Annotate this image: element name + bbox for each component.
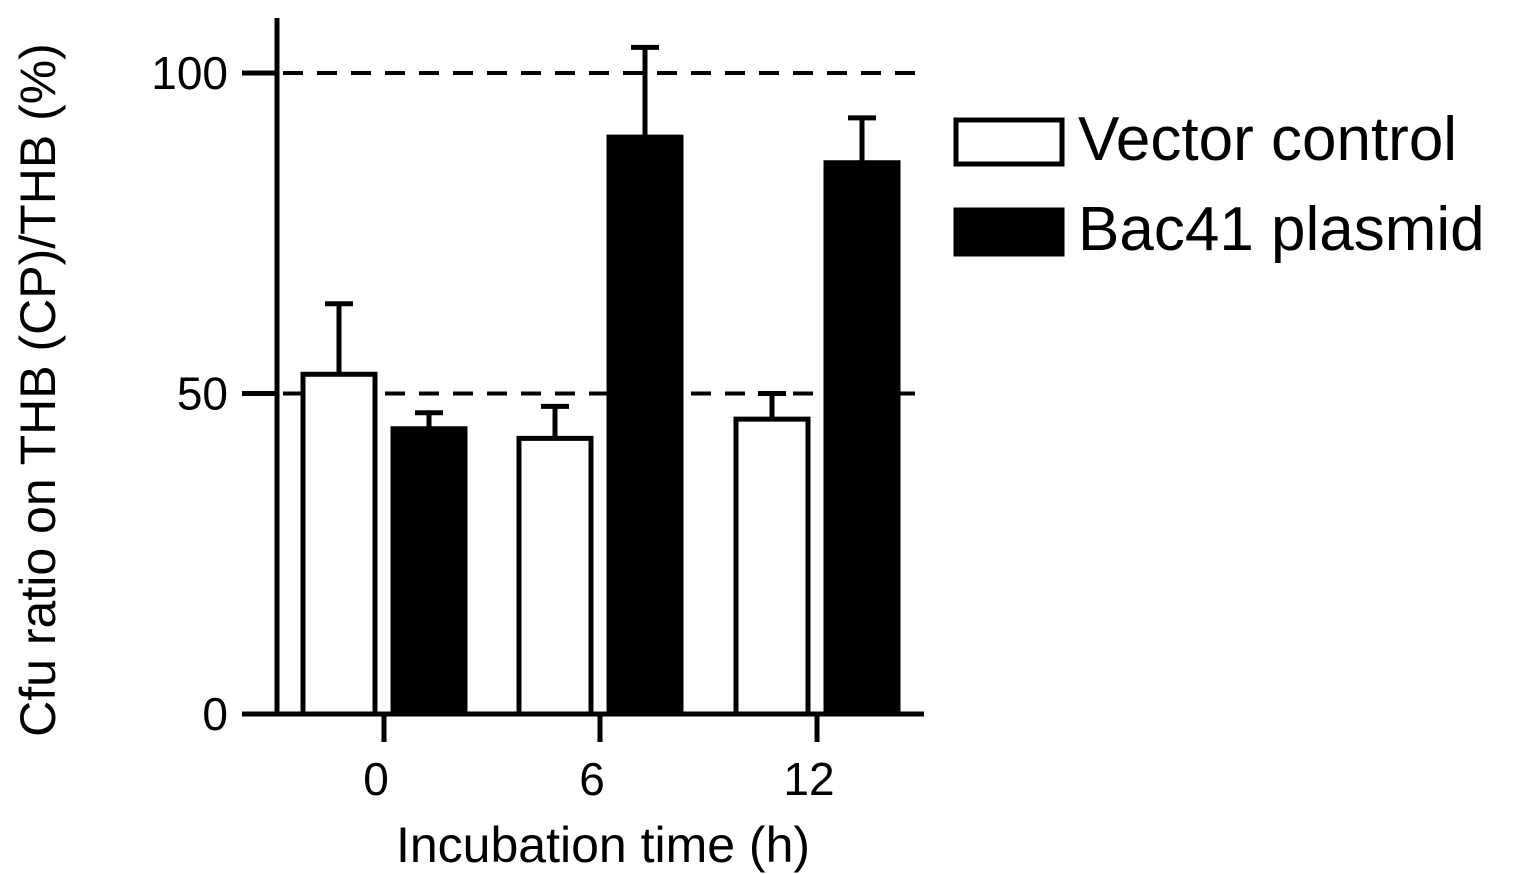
x-tick-label-2: 12	[783, 753, 834, 805]
y-axis-label: Cfu ratio on THB (CP)/THB (%)	[10, 43, 66, 737]
legend-swatch-1	[953, 207, 1065, 257]
y-tick-label-2: 100	[151, 47, 228, 99]
bar-bac41-plasmid-12	[823, 160, 901, 717]
reference-lines	[283, 71, 924, 396]
x-tick-label-0: 0	[363, 753, 389, 805]
bar-bac41-plasmid-6	[606, 134, 684, 717]
bar-vector-control-6	[516, 435, 594, 717]
bars-group	[300, 134, 901, 717]
bar-vector-control-0	[300, 371, 378, 717]
y-tick-label-0: 0	[202, 688, 228, 740]
y-ticks-group: 0 50 100	[151, 47, 277, 740]
y-tick-label-1: 50	[177, 368, 228, 420]
bar-bac41-plasmid-0	[390, 426, 468, 717]
x-tick-label-1: 6	[579, 753, 605, 805]
x-ticks-group: 0 6 12	[363, 714, 835, 805]
error-bars-group	[325, 44, 876, 439]
legend-label-1: Bac41 plasmid	[1078, 195, 1485, 264]
bar-vector-control-12	[733, 416, 811, 717]
x-axis-label: Incubation time (h)	[396, 817, 810, 873]
legend-swatch-0	[953, 117, 1065, 167]
legend-label-0: Vector control	[1078, 105, 1457, 174]
legend: Vector control Bac41 plasmid	[953, 105, 1485, 264]
